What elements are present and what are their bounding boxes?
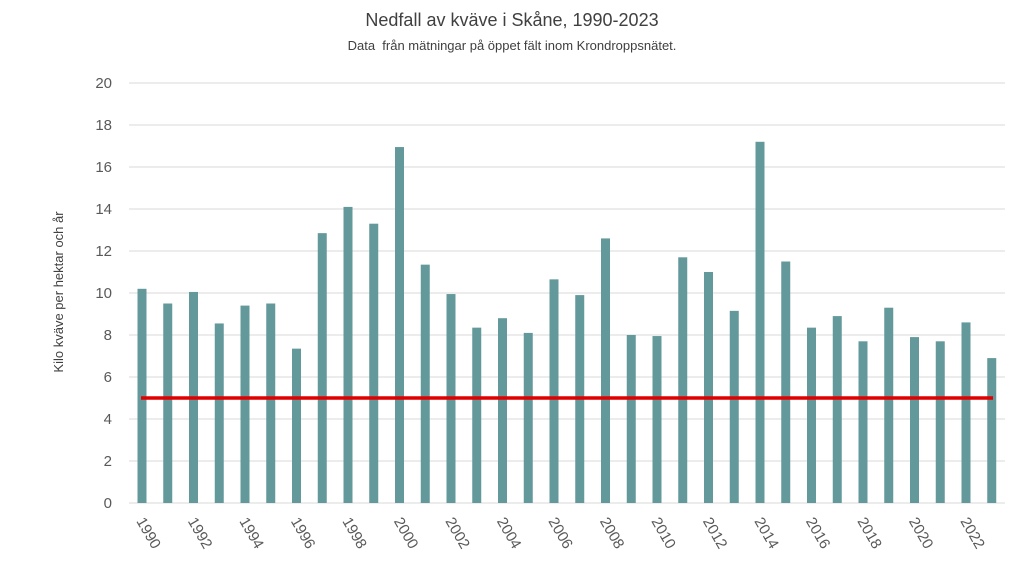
- bar-2019: [884, 307, 894, 503]
- bar-1990: [137, 288, 147, 503]
- bar-1991: [163, 303, 173, 503]
- y-axis-label: Kilo kväve per hektar och år: [51, 211, 66, 373]
- y-tick-label: 14: [95, 201, 112, 218]
- y-tick-label: 8: [104, 327, 112, 344]
- x-tick-label: 2018: [854, 515, 885, 552]
- x-tick-label: 2016: [802, 515, 833, 552]
- chart-subtitle: Data från mätningar på öppet fält inom K…: [347, 38, 677, 53]
- bar-2006: [549, 279, 559, 503]
- y-tick-label: 18: [95, 117, 112, 134]
- bar-2008: [601, 238, 610, 503]
- bar-2000: [395, 147, 404, 504]
- gridlines: [129, 82, 1005, 504]
- y-tick-label: 2: [104, 453, 112, 470]
- bar-1994: [240, 305, 250, 503]
- bar-2017: [832, 316, 842, 503]
- bar-2015: [781, 261, 791, 503]
- x-tick-label: 1990: [133, 515, 164, 552]
- bar-2011: [678, 257, 688, 503]
- bar-2022: [961, 322, 971, 503]
- x-tick-label: 2002: [442, 515, 473, 552]
- bar-2023: [987, 358, 997, 503]
- y-tick-label: 0: [104, 495, 112, 512]
- bar-2013: [729, 310, 739, 503]
- x-tick-label: 2004: [493, 515, 524, 552]
- bar-1998: [343, 206, 353, 503]
- chart-title: Nedfall av kväve i Skåne, 1990-2023: [365, 10, 659, 30]
- bar-2016: [807, 327, 816, 503]
- x-tick-label: 2000: [390, 515, 421, 552]
- bars: [137, 141, 997, 504]
- bar-1999: [369, 223, 379, 503]
- x-tick-label: 1992: [184, 515, 215, 552]
- bar-2003: [472, 327, 482, 503]
- bar-1997: [317, 233, 327, 503]
- y-tick-label: 6: [104, 369, 112, 386]
- bar-2001: [420, 264, 430, 503]
- x-axis-ticks: 1990 1992 1994 1996 1998 2000 2002 2004 2006 2008…: [133, 515, 988, 552]
- bar-1996: [292, 348, 301, 503]
- bar-2014: [755, 141, 765, 504]
- y-tick-label: 4: [104, 411, 112, 428]
- y-tick-label: 12: [95, 243, 112, 260]
- x-tick-label: 2020: [905, 515, 936, 552]
- bar-2018: [858, 341, 868, 503]
- x-tick-label: 2014: [751, 515, 782, 552]
- x-tick-label: 2008: [596, 515, 627, 552]
- bar-2021: [935, 341, 945, 503]
- bar-2020: [910, 337, 919, 503]
- y-tick-label: 20: [95, 75, 112, 92]
- bar-2009: [626, 335, 636, 503]
- x-tick-label: 2012: [699, 515, 730, 552]
- bar-2010: [652, 336, 662, 503]
- x-tick-label: 2022: [957, 515, 988, 552]
- x-tick-label: 1998: [339, 515, 370, 552]
- y-axis-ticks: 0 2 4 6 8 10 12 14 16 18 20: [95, 75, 112, 512]
- x-tick-label: 2010: [648, 515, 679, 552]
- bar-2005: [523, 332, 533, 503]
- bar-2004: [498, 318, 507, 503]
- x-tick-label: 2006: [545, 515, 576, 552]
- y-tick-label: 10: [95, 285, 112, 302]
- x-tick-label: 1994: [236, 515, 267, 552]
- bar-1995: [266, 303, 276, 503]
- bar-1993: [214, 323, 224, 503]
- x-tick-label: 1996: [287, 515, 318, 552]
- y-tick-label: 16: [95, 159, 112, 176]
- bar-2012: [704, 272, 713, 503]
